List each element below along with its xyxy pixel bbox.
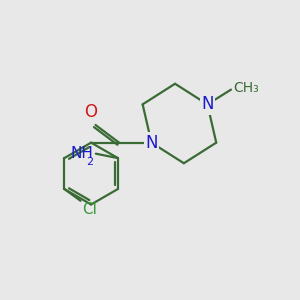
Text: N: N	[145, 134, 158, 152]
Text: Cl: Cl	[82, 202, 98, 217]
Text: N: N	[201, 95, 214, 113]
Text: NH: NH	[71, 146, 94, 161]
Text: CH₃: CH₃	[233, 81, 259, 95]
Text: O: O	[84, 103, 97, 122]
Text: 2: 2	[87, 157, 94, 167]
